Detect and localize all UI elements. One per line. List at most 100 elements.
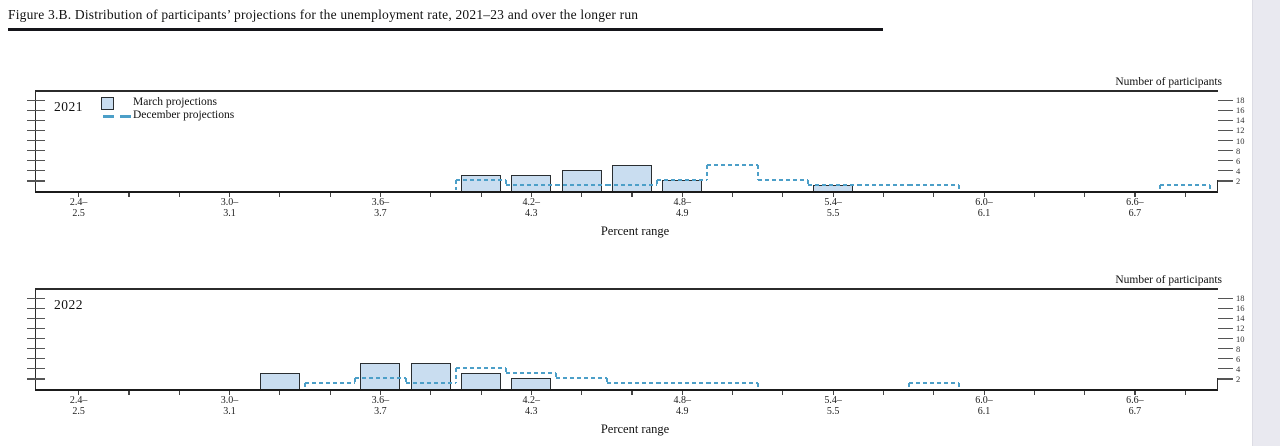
y-tick-right xyxy=(1218,140,1233,142)
x-tick xyxy=(178,390,180,395)
x-tick xyxy=(882,192,885,197)
x-tick-label-4.3: 4.2– 4.3 xyxy=(509,395,553,417)
december-outline-top-5.0–5.1 xyxy=(707,164,758,167)
x-tick-label-line: 3.6– xyxy=(371,197,390,208)
y-tick-label-14: 14 xyxy=(1236,115,1245,126)
december-outline-top-5.0–5.1 xyxy=(707,382,758,385)
y-tick-label-18: 18 xyxy=(1236,293,1245,304)
x-tick-label-line: 6.6– xyxy=(1126,197,1144,208)
legend-december-label: December projections xyxy=(133,109,235,121)
y-tick-label-12: 12 xyxy=(1236,125,1245,136)
y-tick-right xyxy=(1218,297,1233,299)
x-tick xyxy=(128,390,130,395)
x-tick-label-line: 6.7 xyxy=(1128,405,1142,417)
december-outline-top-4.8–4.9 xyxy=(657,382,708,385)
x-axis-line xyxy=(35,388,1218,391)
x-tick-label-line: 3.0– xyxy=(220,395,239,406)
x-tick xyxy=(1134,192,1136,197)
x-tick-label-line: 6.0– xyxy=(975,197,993,208)
december-outline-top-4.2–4.3 xyxy=(506,184,557,187)
y-tick-right xyxy=(1218,317,1233,319)
december-outline-top-6.8–6.9 xyxy=(1160,184,1211,187)
december-outline-top-4.0–4.1 xyxy=(455,367,507,370)
y-tick-label-4: 4 xyxy=(1236,165,1241,176)
y-tick-right xyxy=(1218,170,1233,172)
y-tick-label-6: 6 xyxy=(1236,353,1241,364)
x-tick-label-2.5: 2.4– 2.5 xyxy=(57,197,101,219)
x-axis-title: Percent range xyxy=(600,422,670,436)
x-tick xyxy=(933,390,935,395)
scrollbar-track[interactable] xyxy=(1252,0,1280,446)
figure-title: Figure 3.B. Distribution of participants… xyxy=(8,7,639,22)
december-outline-top-4.6–4.7 xyxy=(606,382,658,385)
x-tick xyxy=(681,192,683,197)
y-tick-label-8: 8 xyxy=(1236,343,1241,354)
x-tick xyxy=(480,192,482,197)
december-outline-side xyxy=(806,180,809,186)
december-outline-side xyxy=(454,180,457,191)
x-tick xyxy=(530,192,532,197)
x-tick xyxy=(581,390,583,395)
march-bar-3.8–3.9 xyxy=(410,363,451,391)
y-tick-left xyxy=(27,297,45,299)
y-tick-label-2: 2 xyxy=(1236,373,1241,384)
panel-top-border xyxy=(35,90,1218,92)
x-tick xyxy=(128,192,130,197)
y-tick-left xyxy=(27,170,45,172)
y-tick-left xyxy=(27,119,45,121)
x-tick-label-line: 2.5 xyxy=(72,207,85,219)
x-tick-label-line: 5.4– xyxy=(824,197,842,208)
x-tick xyxy=(581,192,583,197)
y-tick-label-8: 8 xyxy=(1236,145,1241,156)
x-tick-label-line: 3.0– xyxy=(220,197,239,208)
x-tick-label-line: 2.4– xyxy=(69,395,88,406)
x-tick-label-5.5: 5.4– 5.5 xyxy=(811,395,855,417)
right-axis-title: Number of participants xyxy=(1115,274,1222,286)
december-outline-top-3.8–3.9 xyxy=(405,382,456,385)
x-tick xyxy=(329,390,331,395)
x-tick xyxy=(983,390,985,395)
x-tick xyxy=(1184,390,1186,395)
x-tick xyxy=(78,390,80,395)
year-label: 2021 xyxy=(54,99,83,114)
y-tick-left xyxy=(27,307,45,309)
x-tick-label-line: 6.7 xyxy=(1128,207,1142,219)
december-outline-top-4.4–4.5 xyxy=(556,184,607,187)
x-tick xyxy=(882,390,885,395)
x-tick-label-4.3: 4.2– 4.3 xyxy=(509,197,553,219)
december-outline-side xyxy=(354,378,357,384)
x-tick-label-3.1: 3.0– 3.1 xyxy=(208,197,252,219)
x-tick-label-line: 2.4– xyxy=(69,197,88,208)
december-outline-side xyxy=(404,378,407,384)
x-tick-label-line: 3.7 xyxy=(374,207,387,219)
x-axis-title: Percent range xyxy=(600,224,670,238)
december-outline-side xyxy=(907,383,910,389)
x-tick xyxy=(631,192,633,197)
december-outline-side xyxy=(505,180,508,186)
y-tick-left xyxy=(27,338,45,340)
december-outline-side xyxy=(555,373,558,379)
x-tick-label-6.1: 6.0– 6.1 xyxy=(962,395,1006,417)
x-tick xyxy=(681,390,683,395)
x-tick-label-line: 6.0– xyxy=(975,395,993,406)
legend-december-dash-icon xyxy=(103,115,114,118)
x-tick-label-4.9: 4.8– 4.9 xyxy=(660,395,704,417)
y-tick-label-2: 2 xyxy=(1236,175,1241,186)
y-tick-label-16: 16 xyxy=(1236,105,1245,116)
x-tick-label-line: 3.1 xyxy=(223,207,236,219)
y-tick-right xyxy=(1218,150,1233,152)
x-tick-label-2.5: 2.4– 2.5 xyxy=(57,395,101,417)
x-tick xyxy=(530,390,532,395)
y-tick-right xyxy=(1218,327,1233,330)
x-tick-label-line: 6.1 xyxy=(977,207,991,219)
x-tick xyxy=(229,390,231,395)
y-tick-left xyxy=(27,317,45,319)
x-tick xyxy=(1033,390,1035,395)
x-tick-label-line: 4.2– xyxy=(522,197,541,208)
right-axis-bracket xyxy=(1216,180,1218,193)
y-tick-left xyxy=(27,140,45,142)
x-tick-label-6.7: 6.6– 6.7 xyxy=(1113,197,1157,219)
x-tick-label-6.7: 6.6– 6.7 xyxy=(1113,395,1157,417)
december-outline-side xyxy=(454,368,457,384)
